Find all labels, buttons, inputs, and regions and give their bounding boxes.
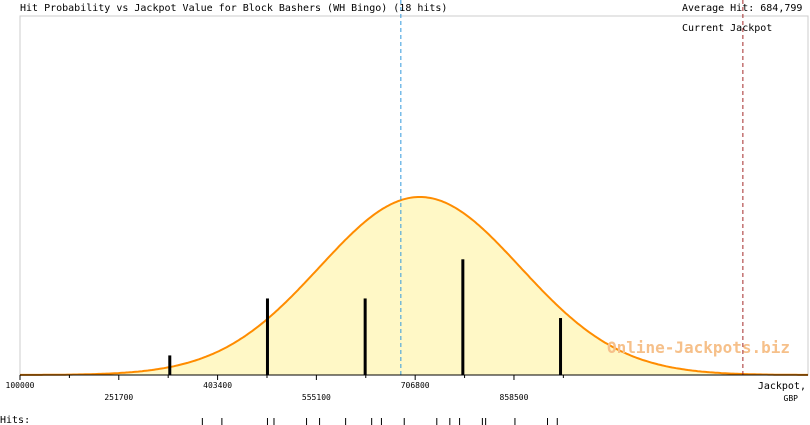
- hit-marks: [201, 418, 558, 425]
- hit-bar: [168, 355, 172, 375]
- x-tick-label: 251700: [104, 393, 133, 402]
- probability-curve: [20, 196, 808, 376]
- x-tick-label: 858500: [500, 393, 529, 402]
- current-jackpot-label: Current Jackpot: [682, 23, 772, 34]
- hit-bar: [363, 298, 367, 375]
- probability-area: [20, 197, 808, 375]
- watermark-text: Online-Jackpots.biz: [607, 338, 790, 357]
- hits-label: Hits:: [0, 415, 30, 425]
- x-axis-label-line2: GBP: [784, 394, 799, 403]
- hit-bars: [168, 259, 563, 375]
- hit-bar: [559, 318, 563, 375]
- x-tick-label: 706800: [401, 381, 430, 390]
- x-axis-ticks: 100000 251700 403400 555100 706800 858500: [6, 375, 564, 402]
- x-axis-label-line1: Jackpot,: [758, 381, 806, 392]
- x-tick-label: 555100: [302, 393, 331, 402]
- x-tick-label: 100000: [6, 381, 35, 390]
- x-tick-label: 403400: [203, 381, 232, 390]
- hit-bar: [265, 298, 269, 375]
- average-hit-label: Average Hit: 684,799: [682, 3, 802, 14]
- hit-bar: [461, 259, 465, 375]
- chart-title: Hit Probability vs Jackpot Value for Blo…: [20, 3, 447, 14]
